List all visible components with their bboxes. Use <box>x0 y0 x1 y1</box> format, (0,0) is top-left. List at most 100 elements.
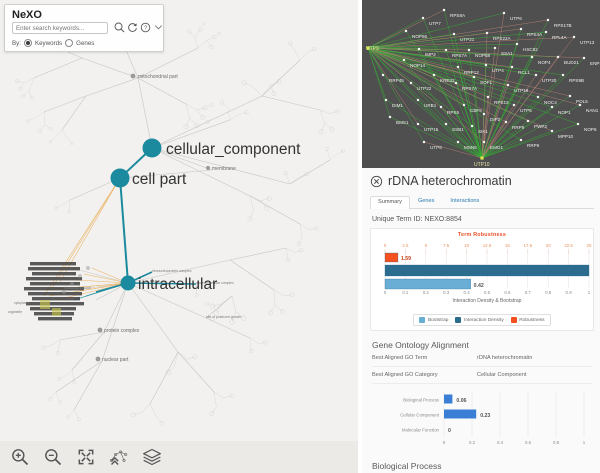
collapse-network-icon[interactable] <box>109 447 129 467</box>
network-node[interactable] <box>546 18 550 22</box>
zoom-in-icon[interactable] <box>10 447 30 467</box>
network-node[interactable] <box>578 103 582 107</box>
network-node[interactable] <box>485 31 489 35</box>
radio-genes[interactable] <box>65 39 74 47</box>
network-node[interactable] <box>526 119 530 123</box>
gene-interaction-network[interactable]: RPS8A UTP6 UTP7 RPS17B NOP56 RPS22A RPS4A UTP21… <box>360 0 600 170</box>
tree-node-dot[interactable] <box>206 166 210 170</box>
search-panel[interactable]: NeXO ? By: Keywords Genes <box>4 4 164 52</box>
network-node[interactable] <box>416 122 420 126</box>
network-node[interactable] <box>544 30 548 34</box>
network-node[interactable] <box>384 98 388 102</box>
term-detail-panel[interactable]: rDNA heterochromatin Summary Genes Inter… <box>360 168 600 473</box>
search-by-row[interactable]: By: Keywords Genes <box>12 39 94 47</box>
radio-keywords[interactable] <box>23 39 32 47</box>
network-node[interactable] <box>506 83 510 87</box>
node-cell-part[interactable] <box>110 168 130 188</box>
network-node[interactable] <box>482 140 486 144</box>
network-node[interactable] <box>504 120 508 124</box>
view-toolbar[interactable] <box>0 441 358 473</box>
ontology-tree-panel[interactable]: mitochondrial part membrane protein comp… <box>0 0 358 473</box>
network-node[interactable] <box>536 95 540 99</box>
network-node[interactable] <box>510 65 514 69</box>
tree-node-dot[interactable] <box>97 327 103 333</box>
tree-node-dot[interactable] <box>130 73 136 79</box>
tab-summary[interactable]: Summary <box>370 196 410 209</box>
network-graph[interactable]: RPS8A UTP6 UTP7 RPS17B NOP56 RPS22A RPS4A UTP21… <box>362 0 600 168</box>
network-node[interactable] <box>530 55 534 59</box>
network-node[interactable] <box>582 56 586 60</box>
network-node[interactable] <box>482 112 486 116</box>
network-node[interactable] <box>416 98 420 102</box>
network-node[interactable] <box>456 65 460 69</box>
network-node-label: NOP6 <box>584 127 597 132</box>
help-icon[interactable]: ? <box>139 21 152 34</box>
node-intracellular[interactable] <box>120 275 136 291</box>
go-chart-category: Biological Process <box>403 398 440 403</box>
tab-genes[interactable]: Genes <box>417 198 435 205</box>
network-node-label: HSC82 <box>523 47 538 52</box>
network-node[interactable] <box>439 105 443 109</box>
network-node[interactable] <box>381 73 385 77</box>
network-node[interactable] <box>515 42 519 46</box>
ontology-tree-graph[interactable]: mitochondrial part membrane protein comp… <box>0 0 358 473</box>
tree-node-dot[interactable] <box>95 356 101 362</box>
network-node[interactable] <box>467 48 471 52</box>
refresh-icon[interactable] <box>126 21 139 34</box>
network-node[interactable] <box>519 138 523 142</box>
network-node[interactable] <box>454 81 458 85</box>
search-input[interactable] <box>12 22 108 34</box>
tree-small-label: macromolecular complex <box>196 281 234 285</box>
network-node-label: NOC4 <box>544 100 557 105</box>
network-node-label: BUD21 <box>564 60 579 65</box>
network-hub-node[interactable] <box>480 156 484 160</box>
network-node[interactable] <box>550 105 554 109</box>
network-node[interactable] <box>409 81 413 85</box>
network-node-label: RPS17B <box>554 23 572 28</box>
network-node-label: NOP56 <box>412 34 428 39</box>
network-hub-node[interactable] <box>366 46 370 50</box>
network-node[interactable] <box>550 129 554 133</box>
network-node[interactable] <box>444 48 448 52</box>
go-chart-tick: 0.2 <box>469 440 476 445</box>
network-node[interactable] <box>493 46 497 50</box>
network-node[interactable] <box>462 103 466 107</box>
network-node[interactable] <box>512 103 516 107</box>
network-node[interactable] <box>417 47 421 51</box>
network-node[interactable] <box>432 73 436 77</box>
tree-edges <box>33 35 331 411</box>
network-node[interactable] <box>486 95 490 99</box>
network-node[interactable] <box>452 32 456 36</box>
tab-interactions[interactable]: Interactions <box>450 198 480 205</box>
network-nodes[interactable] <box>366 8 586 160</box>
close-circle-icon[interactable] <box>370 175 383 188</box>
network-node[interactable] <box>502 11 506 15</box>
network-node[interactable] <box>576 122 580 126</box>
node-cellular-component[interactable] <box>142 138 162 158</box>
zoom-out-icon[interactable] <box>43 447 63 467</box>
network-node[interactable] <box>472 75 476 79</box>
network-node[interactable] <box>484 63 488 67</box>
layers-icon[interactable] <box>142 447 162 467</box>
network-node[interactable] <box>404 29 408 33</box>
network-node-label: NOP1 <box>558 110 571 115</box>
search-icon[interactable] <box>113 21 126 34</box>
network-node[interactable] <box>402 58 406 62</box>
network-node[interactable] <box>456 140 460 144</box>
network-node[interactable] <box>422 140 426 144</box>
collapse-icon[interactable] <box>152 21 165 34</box>
network-node[interactable] <box>561 73 565 77</box>
network-node[interactable] <box>470 124 474 128</box>
fit-to-screen-icon[interactable] <box>76 447 96 467</box>
network-node[interactable] <box>388 115 392 119</box>
network-node[interactable] <box>421 16 425 20</box>
network-node[interactable] <box>534 73 538 77</box>
network-node[interactable] <box>442 8 446 12</box>
network-node[interactable] <box>556 55 560 59</box>
highlighted-nodes[interactable]: cellular_component cell part intracellul… <box>110 138 302 294</box>
network-node[interactable] <box>519 27 523 31</box>
detail-tabs[interactable]: Summary Genes Interactions <box>370 194 594 209</box>
network-node[interactable] <box>572 35 576 39</box>
network-node[interactable] <box>568 94 572 98</box>
network-node[interactable] <box>444 122 448 126</box>
